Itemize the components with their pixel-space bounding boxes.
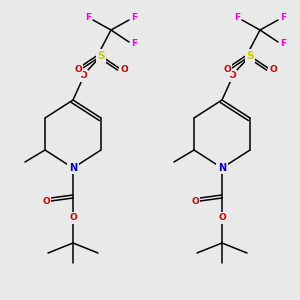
Text: O: O bbox=[79, 71, 87, 80]
Text: O: O bbox=[69, 214, 77, 223]
Text: O: O bbox=[74, 65, 82, 74]
Text: O: O bbox=[223, 65, 231, 74]
Text: O: O bbox=[269, 65, 277, 74]
Text: O: O bbox=[42, 196, 50, 206]
Text: S: S bbox=[97, 51, 105, 61]
Text: F: F bbox=[131, 14, 137, 22]
Text: O: O bbox=[228, 71, 236, 80]
Text: F: F bbox=[85, 14, 91, 22]
Text: O: O bbox=[191, 196, 199, 206]
Text: F: F bbox=[280, 40, 286, 49]
Text: F: F bbox=[131, 40, 137, 49]
Text: N: N bbox=[69, 163, 77, 173]
Text: O: O bbox=[218, 214, 226, 223]
Text: F: F bbox=[234, 14, 240, 22]
Text: N: N bbox=[218, 163, 226, 173]
Text: S: S bbox=[246, 51, 254, 61]
Text: F: F bbox=[280, 14, 286, 22]
Text: O: O bbox=[120, 65, 128, 74]
